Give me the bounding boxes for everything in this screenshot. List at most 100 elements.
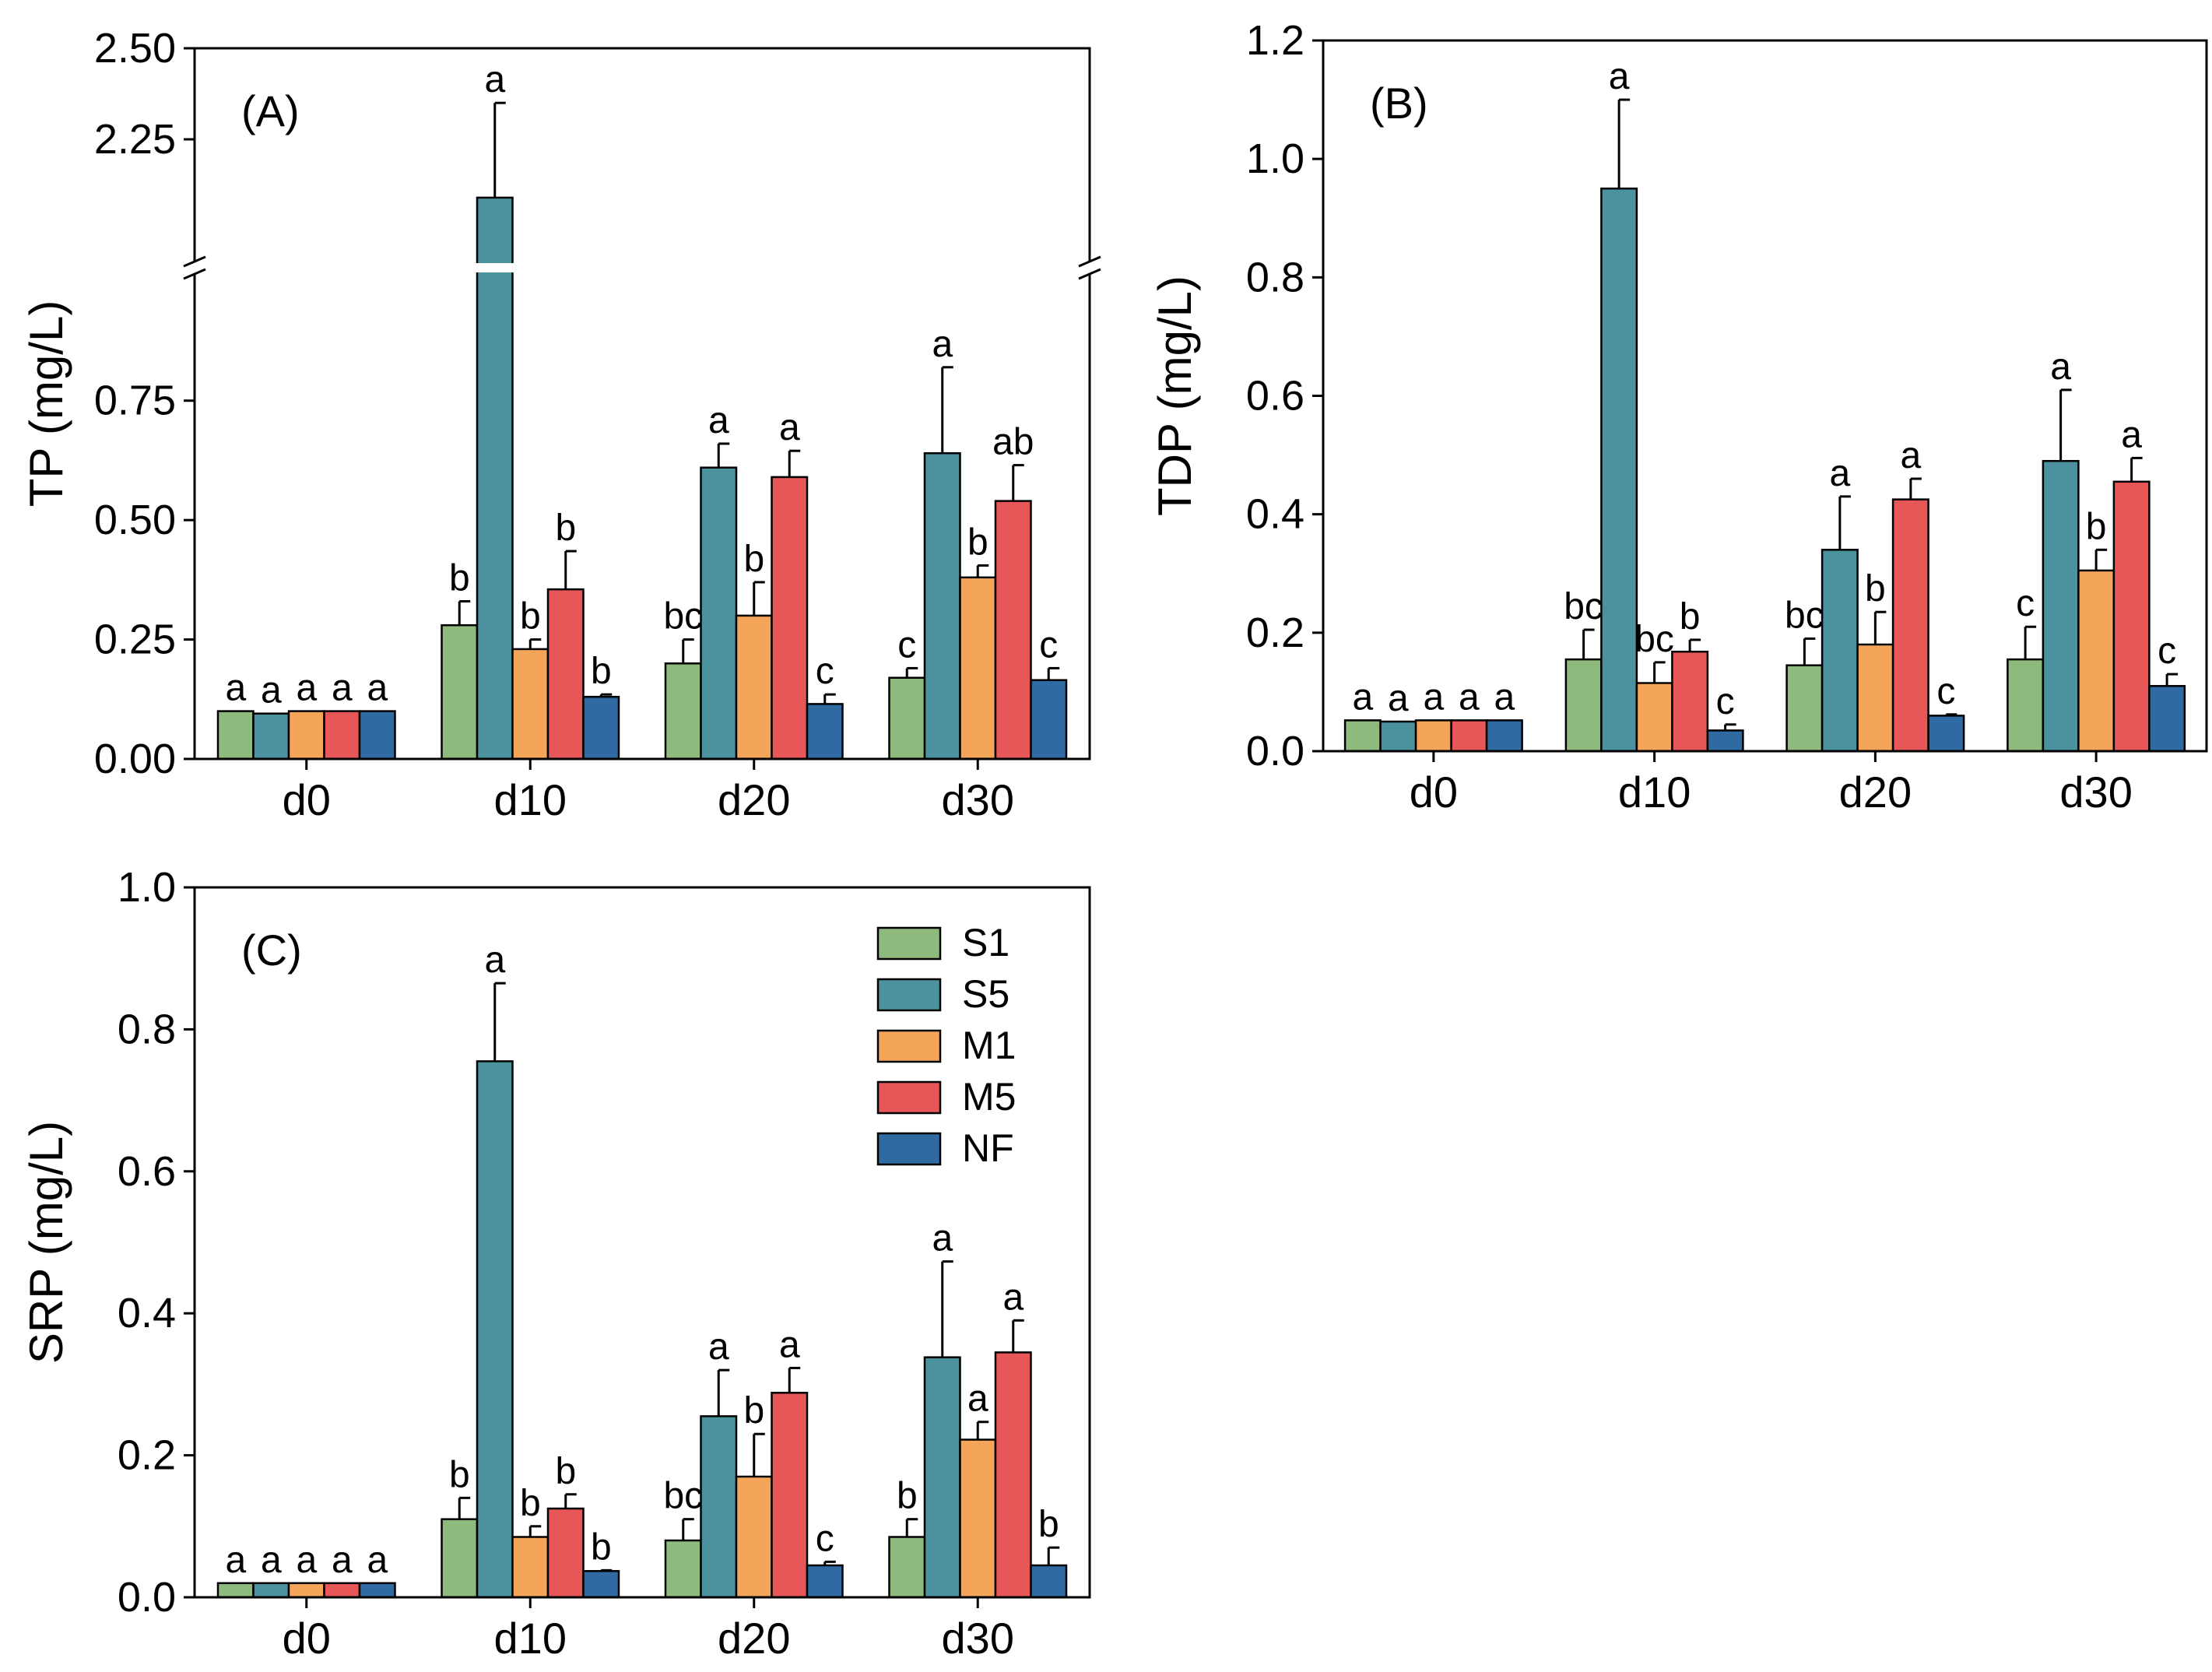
significance-label: a — [332, 1540, 353, 1581]
significance-label: a — [967, 1379, 988, 1420]
y-tick-label: 0.75 — [94, 378, 176, 424]
significance-label: a — [2050, 346, 2071, 388]
significance-label: b — [555, 508, 576, 549]
significance-label: b — [743, 1390, 764, 1431]
significance-label: ab — [992, 422, 1034, 463]
bar — [252, 1582, 290, 1599]
bar — [1379, 720, 1417, 753]
significance-label: a — [225, 1540, 246, 1581]
significance-label: c — [1936, 671, 1955, 712]
plot-frame-upper — [193, 47, 1091, 262]
bar — [700, 466, 738, 760]
bar — [287, 710, 325, 760]
significance-label: b — [1680, 596, 1701, 638]
bar — [1706, 729, 1744, 753]
significance-label: b — [449, 558, 470, 599]
bar — [323, 710, 361, 760]
bar — [923, 451, 961, 760]
y-tick-label: 0.0 — [118, 1574, 176, 1621]
bar — [441, 623, 479, 760]
significance-label: a — [296, 1540, 317, 1581]
x-category-label: d10 — [1618, 768, 1691, 817]
y-tick-label: 2.25 — [94, 116, 176, 163]
bar — [1856, 643, 1894, 753]
bar — [2112, 480, 2151, 753]
bar — [735, 1475, 773, 1599]
bar — [582, 695, 620, 760]
significance-label: a — [1609, 56, 1630, 97]
bar — [806, 1564, 844, 1599]
significance-label: b — [449, 1454, 470, 1495]
bar — [1785, 664, 1824, 753]
significance-label: a — [1424, 676, 1445, 718]
series-m1: a b b b — [287, 522, 997, 760]
bar — [1821, 549, 1859, 753]
bar — [888, 676, 926, 760]
significance-label: a — [708, 400, 729, 441]
y-tick-label: 0.6 — [118, 1148, 176, 1195]
significance-label: b — [1038, 1504, 1059, 1545]
significance-label: a — [2121, 414, 2142, 455]
series-s1: a b bc c — [216, 558, 926, 760]
bar — [582, 1570, 620, 1599]
bar — [771, 1392, 809, 1599]
break-mark — [183, 255, 206, 268]
bar — [252, 712, 290, 760]
y-tick-label: 0.00 — [94, 736, 176, 782]
significance-label: a — [1353, 676, 1374, 718]
significance-label: b — [967, 522, 988, 564]
bar — [476, 1060, 514, 1599]
significance-label: b — [591, 651, 612, 692]
bar — [511, 648, 549, 760]
y-axis-label: TDP (mg/L) — [1149, 276, 1201, 516]
bar — [1030, 1564, 1068, 1599]
significance-label: a — [779, 407, 800, 448]
bar — [2007, 658, 2045, 753]
y-tick-label: 0.50 — [94, 497, 176, 543]
significance-label: a — [1494, 676, 1515, 718]
bar — [1414, 719, 1452, 753]
bar — [1635, 682, 1673, 753]
y-tick-label: 0.2 — [118, 1432, 176, 1479]
bar — [323, 1582, 361, 1599]
significance-label: a — [932, 1218, 953, 1259]
bar — [1671, 650, 1709, 753]
significance-label: c — [2016, 583, 2035, 624]
bar — [441, 1518, 479, 1599]
legend: S1 S5 M1 M5 NF — [876, 921, 1016, 1170]
bar — [358, 710, 396, 760]
legend-swatch-m1 — [876, 1029, 942, 1063]
significance-label: a — [1388, 678, 1409, 719]
series-m1: a b b a — [287, 1379, 997, 1599]
significance-label: c — [1716, 681, 1735, 722]
x-category-label: d30 — [2059, 768, 2132, 817]
legend-label-s1: S1 — [962, 921, 1009, 964]
y-tick-label: 0.25 — [94, 616, 176, 663]
bar — [1343, 719, 1382, 753]
significance-label: c — [897, 624, 916, 666]
significance-label: a — [367, 1540, 388, 1581]
bar — [358, 1582, 396, 1599]
significance-label: bc — [663, 596, 703, 638]
significance-label: a — [708, 1326, 729, 1368]
y-tick-label: 1.0 — [1246, 135, 1304, 182]
panel-label: (A) — [241, 86, 300, 135]
bar — [2077, 569, 2115, 753]
significance-label: a — [484, 940, 505, 981]
y-axis-label: SRP (mg/L) — [20, 1121, 72, 1364]
x-category-label: d30 — [942, 775, 1014, 824]
significance-label: bc — [1564, 586, 1603, 627]
significance-label: a — [332, 668, 353, 709]
x-category-label: d20 — [1839, 768, 1912, 817]
bar — [1564, 658, 1603, 753]
y-tick-label: 0.4 — [1246, 491, 1304, 538]
significance-label: bc — [663, 1476, 703, 1517]
bar — [216, 710, 255, 760]
x-category-label: d0 — [283, 1614, 331, 1663]
